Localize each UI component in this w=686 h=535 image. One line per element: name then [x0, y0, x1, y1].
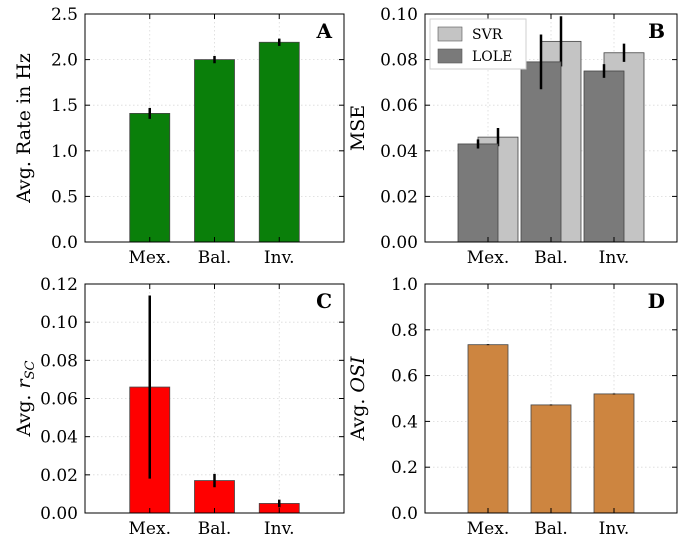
y-tick-label: 0.0 [391, 504, 418, 524]
panel-d-label: D [648, 289, 665, 313]
ylabel-variable: r [13, 378, 35, 389]
y-tick-label: 0.10 [380, 5, 418, 25]
panel-a-frame [84, 13, 345, 243]
x-tick-label: Mex. [467, 519, 509, 535]
panel-d-frame [424, 283, 678, 514]
y-tick-label: 0.04 [380, 142, 418, 162]
panel-a-label: A [315, 19, 332, 43]
bar-b-lole-0 [457, 143, 499, 243]
y-tick-label: 1.0 [51, 142, 78, 162]
panel-a-y-axis-label: Avg. Rate in Hz [13, 53, 35, 204]
panel-d: 0.0 0.2 0.4 0.6 0.8 1.0 Mex. Bal. Inv. Avg. OSI… [347, 275, 678, 535]
panel-b-y-axis-label: MSE [347, 105, 369, 151]
y-tick-label: 0.4 [391, 412, 418, 432]
panel-b-legend: SVR LOLE [429, 18, 527, 70]
bar-a-rate-2 [258, 41, 300, 243]
y-tick-label: 0.04 [40, 428, 78, 448]
y-tick-label: 0.12 [40, 275, 78, 295]
y-tick-label: 0.2 [391, 458, 418, 478]
y-tick-label: 0.00 [40, 504, 78, 524]
y-tick-label: 0.0 [51, 233, 78, 253]
y-tick-label: 0.8 [391, 321, 418, 341]
x-tick-label: Mex. [129, 519, 171, 535]
y-tick-label: 2.5 [51, 5, 78, 25]
panel-c-y-axis-label: Avg. rSC [13, 361, 38, 438]
x-tick-label: Bal. [534, 519, 567, 535]
y-tick-label: 1.5 [51, 96, 78, 116]
x-tick-label: Mex. [467, 248, 509, 268]
panel-c: 0.00 0.02 0.04 0.06 0.08 0.10 0.12 Mex. Bal. Inv… [13, 275, 345, 535]
ylabel-variable: OSI [347, 356, 369, 393]
y-tick-label: 0.02 [380, 187, 418, 207]
panel-b-label: B [648, 19, 665, 43]
panel-b-frame [424, 13, 678, 243]
bar-d-osi-2 [593, 393, 635, 514]
y-tick-label: 0.00 [380, 233, 418, 253]
panel-b: 0.00 0.02 0.04 0.06 0.08 0.10 Mex. Bal. Inv. MS… [347, 5, 678, 268]
ylabel-subscript: SC [23, 361, 38, 380]
legend-swatch-lole [437, 48, 463, 64]
bar-b-lole-2 [583, 70, 625, 243]
y-tick-label: 0.08 [40, 351, 78, 371]
y-tick-label: 0.10 [40, 313, 78, 333]
y-tick-label: 0.08 [380, 51, 418, 71]
ylabel-prefix: Avg. [13, 389, 35, 438]
y-tick-label: 1.0 [391, 275, 418, 295]
bar-a-rate-1 [194, 59, 235, 243]
legend-label-lole: LOLE [472, 49, 512, 65]
y-tick-label: 0.6 [391, 367, 418, 387]
bar-a-rate-0 [129, 113, 171, 243]
bar-d-osi-0 [467, 344, 509, 514]
x-tick-label: Inv. [599, 248, 630, 268]
panel-d-y-axis-label: Avg. OSI [347, 356, 369, 442]
panel-c-label: C [316, 289, 332, 313]
legend-label-svr: SVR [472, 27, 503, 43]
y-tick-label: 0.06 [40, 390, 78, 410]
y-tick-label: 0.5 [51, 187, 78, 207]
x-tick-label: Inv. [599, 519, 630, 535]
x-tick-label: Inv. [264, 248, 295, 268]
x-tick-label: Bal. [198, 519, 231, 535]
panel-a: 0.0 0.5 1.0 1.5 2.0 2.5 Mex. Bal. Inv. Avg. Rat… [13, 5, 345, 268]
x-tick-label: Bal. [534, 248, 567, 268]
y-tick-label: 0.02 [40, 466, 78, 486]
legend-swatch-svr [437, 26, 463, 42]
y-tick-label: 2.0 [51, 51, 78, 71]
panel-c-frame [84, 283, 345, 514]
x-tick-label: Bal. [198, 248, 231, 268]
x-tick-label: Inv. [264, 519, 295, 535]
bar-d-osi-1 [530, 404, 572, 514]
x-tick-label: Mex. [129, 248, 171, 268]
y-tick-label: 0.06 [380, 96, 418, 116]
ylabel-prefix: Avg. [347, 393, 369, 442]
